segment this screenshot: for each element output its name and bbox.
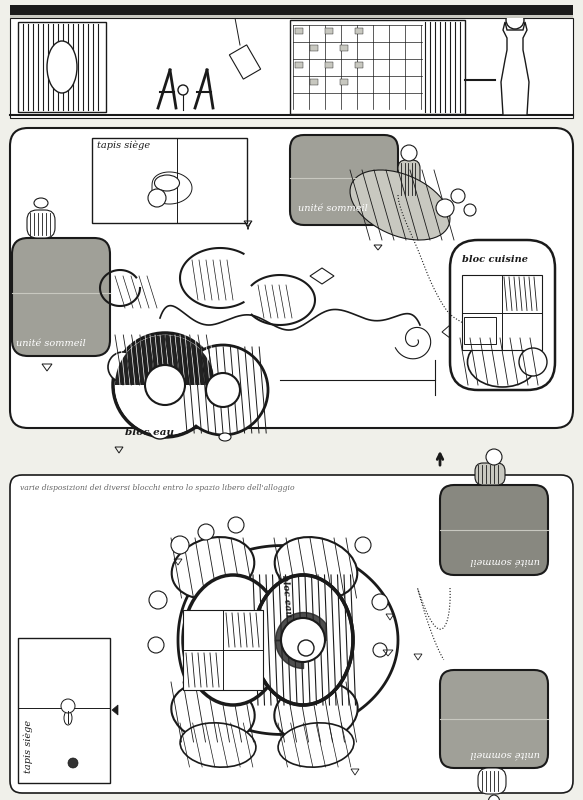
FancyBboxPatch shape: [440, 485, 548, 575]
Circle shape: [355, 537, 371, 553]
Bar: [183, 610, 263, 690]
Bar: [355, 28, 363, 34]
Ellipse shape: [47, 41, 77, 93]
Text: bloc cuisine: bloc cuisine: [462, 255, 528, 264]
Circle shape: [451, 189, 465, 203]
Circle shape: [486, 449, 502, 465]
Ellipse shape: [488, 795, 500, 800]
Polygon shape: [350, 170, 450, 240]
Bar: [10, 5, 573, 15]
FancyBboxPatch shape: [475, 463, 505, 485]
Circle shape: [148, 189, 166, 207]
Text: unité sommeil: unité sommeil: [298, 204, 368, 213]
FancyBboxPatch shape: [398, 160, 420, 198]
Text: unité sommeil: unité sommeil: [470, 556, 540, 565]
Ellipse shape: [468, 337, 538, 387]
Wedge shape: [115, 385, 215, 435]
Circle shape: [506, 11, 524, 29]
Circle shape: [436, 199, 454, 217]
FancyBboxPatch shape: [478, 768, 506, 794]
Circle shape: [206, 373, 240, 407]
Bar: [462, 275, 542, 350]
FancyBboxPatch shape: [450, 240, 555, 390]
Ellipse shape: [275, 537, 357, 599]
Circle shape: [198, 524, 214, 540]
Circle shape: [149, 591, 167, 609]
Bar: [10, 15, 573, 18]
FancyBboxPatch shape: [27, 210, 55, 238]
Circle shape: [171, 536, 189, 554]
Circle shape: [145, 365, 185, 405]
Wedge shape: [115, 335, 215, 385]
Polygon shape: [501, 22, 529, 115]
FancyBboxPatch shape: [290, 135, 398, 225]
Ellipse shape: [171, 682, 255, 742]
Circle shape: [108, 352, 138, 382]
Bar: [464, 317, 496, 344]
Circle shape: [464, 204, 476, 216]
Circle shape: [372, 594, 388, 610]
Circle shape: [298, 640, 314, 656]
Ellipse shape: [219, 433, 231, 441]
Text: unité sommeil: unité sommeil: [470, 749, 540, 758]
Circle shape: [113, 333, 217, 437]
Circle shape: [178, 345, 268, 435]
Circle shape: [61, 699, 75, 713]
Text: tapis siège: tapis siège: [23, 720, 33, 773]
Bar: [295, 62, 303, 68]
Bar: [18, 638, 110, 783]
Ellipse shape: [34, 198, 48, 208]
Bar: [355, 62, 363, 68]
Circle shape: [281, 618, 325, 662]
FancyBboxPatch shape: [10, 128, 573, 428]
Bar: [340, 79, 348, 85]
Text: unité sommeil: unité sommeil: [16, 339, 86, 348]
Bar: [325, 62, 333, 68]
Polygon shape: [229, 45, 261, 79]
Polygon shape: [178, 546, 398, 734]
Bar: [325, 28, 333, 34]
Circle shape: [228, 517, 244, 533]
Circle shape: [148, 415, 172, 439]
Circle shape: [178, 85, 188, 95]
Bar: [310, 45, 318, 51]
FancyBboxPatch shape: [12, 238, 110, 356]
Bar: [310, 79, 318, 85]
Circle shape: [401, 145, 417, 161]
Bar: [290, 20, 465, 114]
Text: bloc cuisine: bloc cuisine: [183, 618, 253, 627]
Ellipse shape: [154, 175, 180, 191]
Circle shape: [68, 758, 78, 768]
FancyBboxPatch shape: [10, 475, 573, 793]
Ellipse shape: [275, 682, 358, 742]
Text: tapis siège: tapis siège: [97, 141, 150, 150]
Ellipse shape: [180, 723, 256, 767]
Text: varie disposizioni dei diversi blocchi entro lo spazio libero dell'alloggio: varie disposizioni dei diversi blocchi e…: [20, 484, 294, 492]
Ellipse shape: [278, 723, 354, 767]
Ellipse shape: [64, 711, 72, 725]
Polygon shape: [112, 705, 118, 715]
FancyBboxPatch shape: [440, 670, 548, 768]
Bar: [92, 138, 247, 223]
Bar: [18, 22, 106, 112]
Ellipse shape: [172, 537, 254, 599]
Ellipse shape: [253, 575, 353, 705]
Circle shape: [519, 348, 547, 376]
Bar: [340, 45, 348, 51]
Bar: [10, 18, 573, 118]
Text: bloc eau: bloc eau: [280, 574, 293, 617]
Ellipse shape: [183, 575, 283, 705]
Circle shape: [148, 637, 164, 653]
Circle shape: [373, 643, 387, 657]
Bar: [295, 28, 303, 34]
Polygon shape: [310, 268, 334, 284]
Text: bloc eau: bloc eau: [125, 428, 174, 437]
